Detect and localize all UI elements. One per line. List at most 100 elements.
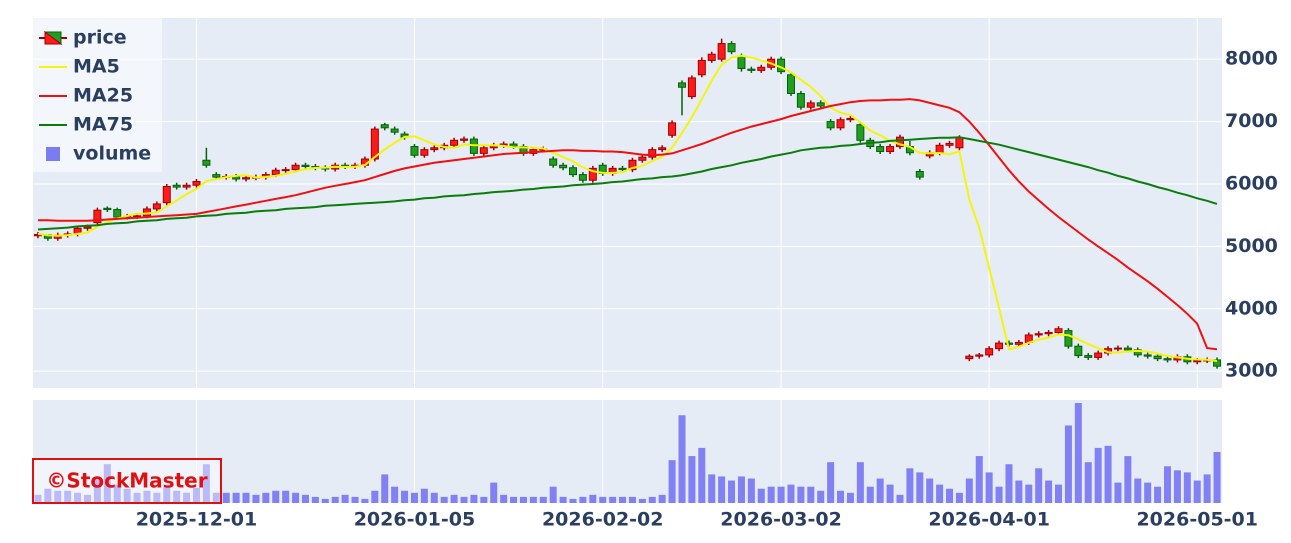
volume-bar (866, 486, 874, 503)
volume-bar (163, 486, 171, 503)
legend: price MA5 MA25 MA75 volume (33, 18, 162, 172)
legend-label[interactable]: MA5 (73, 56, 120, 78)
volume-bar (619, 496, 627, 503)
candle-body (955, 137, 964, 149)
volume-bar (549, 486, 557, 503)
legend-swatch (44, 31, 63, 45)
volume-bar (896, 494, 904, 503)
volume-bar (282, 490, 290, 503)
candle-body (1094, 352, 1103, 358)
candle-body (707, 53, 716, 61)
volume-bar (490, 482, 498, 503)
candle-body (1213, 359, 1222, 367)
volume-bar (975, 456, 983, 503)
volume-bar (103, 464, 111, 503)
volume-bar (34, 494, 42, 503)
legend-label[interactable]: volume (73, 143, 151, 165)
candle-body (192, 180, 201, 186)
legend-swatch (46, 147, 60, 161)
y-tick-label: 4000 (1225, 297, 1278, 319)
volume-bar (1134, 478, 1142, 503)
volume-bar (539, 496, 547, 503)
volume-bar (926, 478, 934, 503)
y-tick-label: 5000 (1225, 235, 1278, 257)
volume-bar (1114, 482, 1122, 503)
volume-bar (143, 490, 151, 503)
volume-bar (74, 492, 82, 503)
volume-bar (500, 494, 508, 503)
volume-bar (440, 496, 448, 503)
watermark-box (32, 458, 222, 504)
volume-bar (1064, 425, 1072, 503)
volume-bar (1173, 470, 1181, 503)
x-tick-label: 2026-02-02 (542, 509, 664, 531)
candle-body (103, 207, 112, 211)
candle-body (469, 138, 478, 154)
volume-bar (777, 486, 785, 503)
volume-bar (1164, 466, 1172, 503)
volume-bar (906, 468, 914, 503)
y-tick-label: 3000 (1225, 360, 1278, 382)
volume-bar (1124, 456, 1132, 503)
candle-body (588, 167, 597, 181)
volume-bar (916, 472, 924, 503)
volume-bar (470, 494, 478, 503)
volume-bar (678, 415, 686, 503)
candle-body (549, 158, 558, 166)
volume-bar (381, 474, 389, 503)
candle-body (846, 117, 855, 121)
candle-body (856, 124, 865, 141)
volume-bar (827, 462, 835, 503)
volume-bar (183, 492, 191, 503)
candle-body (985, 348, 994, 356)
candle-body (113, 209, 122, 218)
volume-bar (609, 496, 617, 503)
volume-bar (718, 476, 726, 503)
ma-line (37, 136, 1218, 231)
volume-bar (44, 488, 52, 503)
volume-bar (212, 492, 220, 503)
candle-body (915, 170, 924, 178)
volume-bar (1055, 484, 1063, 503)
volume-bar (648, 496, 656, 503)
candle-body (172, 184, 181, 188)
volume-bar (202, 464, 210, 503)
legend-label[interactable]: MA25 (73, 85, 133, 107)
candle-body (301, 164, 310, 167)
candle-body (430, 147, 439, 151)
volume-bar (450, 494, 458, 503)
volume-bar (341, 494, 349, 503)
volume-bar (1074, 403, 1082, 503)
volume-bar (401, 490, 409, 503)
candle-body (291, 164, 300, 171)
candle-body (1004, 342, 1013, 345)
volume-bar (113, 484, 121, 503)
volume-bar (1015, 480, 1023, 503)
legend-label[interactable]: MA75 (73, 114, 133, 136)
volume-bar (192, 487, 200, 503)
volume-bar (995, 486, 1003, 503)
candle-body (1143, 354, 1152, 357)
x-tick-label: 2026-01-05 (354, 509, 476, 531)
candle-body (410, 146, 419, 156)
volume-bar (371, 490, 379, 503)
volume-bar (529, 496, 537, 503)
volume-bar (817, 490, 825, 503)
candle-body (796, 92, 805, 108)
volume-bars (34, 403, 1221, 503)
volume-bar (361, 498, 369, 503)
candle-body (1193, 360, 1202, 363)
volume-bar (480, 496, 488, 503)
candle-body (717, 43, 726, 60)
legend-label[interactable]: price (73, 27, 127, 49)
candle-body (687, 77, 696, 98)
candle-body (628, 159, 637, 171)
volume-bar (579, 496, 587, 503)
candle-body (1123, 347, 1132, 351)
volume-bar (1213, 451, 1221, 503)
candle-body (212, 174, 221, 178)
volume-bar (54, 490, 62, 503)
volume-bar (955, 492, 963, 503)
volume-bar (83, 494, 91, 503)
volume-bar (787, 484, 795, 503)
